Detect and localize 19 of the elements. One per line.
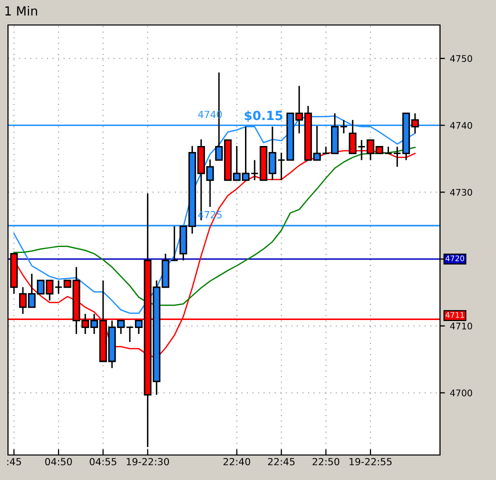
x-tick-label: 22:50: [312, 458, 340, 466]
chart-title: 1 Min: [5, 6, 38, 16]
candlestick: [394, 146, 401, 168]
x-tick-label: 04:55: [90, 458, 116, 466]
y-tick-label: 4740: [450, 122, 472, 129]
x-tick-label: 22:45: [268, 458, 295, 466]
y-tick-label: 4700: [450, 390, 472, 396]
x-tick-label: 19-22:55: [350, 458, 392, 466]
candlestick: [384, 146, 392, 154]
y-tick-label: 4710: [450, 322, 472, 330]
y-tick-label: 4750: [450, 55, 472, 62]
candlestick: [340, 119, 348, 134]
candlestick: [126, 326, 134, 343]
annotation: $0.15: [244, 110, 282, 122]
x-tick-label: 22:40: [223, 458, 250, 466]
x-tick-label: 04:50: [45, 458, 72, 466]
x-tick-label: :45: [7, 458, 21, 466]
x-tick-label: 19-22:30: [126, 458, 169, 466]
y-tick-label: 4730: [450, 188, 472, 196]
